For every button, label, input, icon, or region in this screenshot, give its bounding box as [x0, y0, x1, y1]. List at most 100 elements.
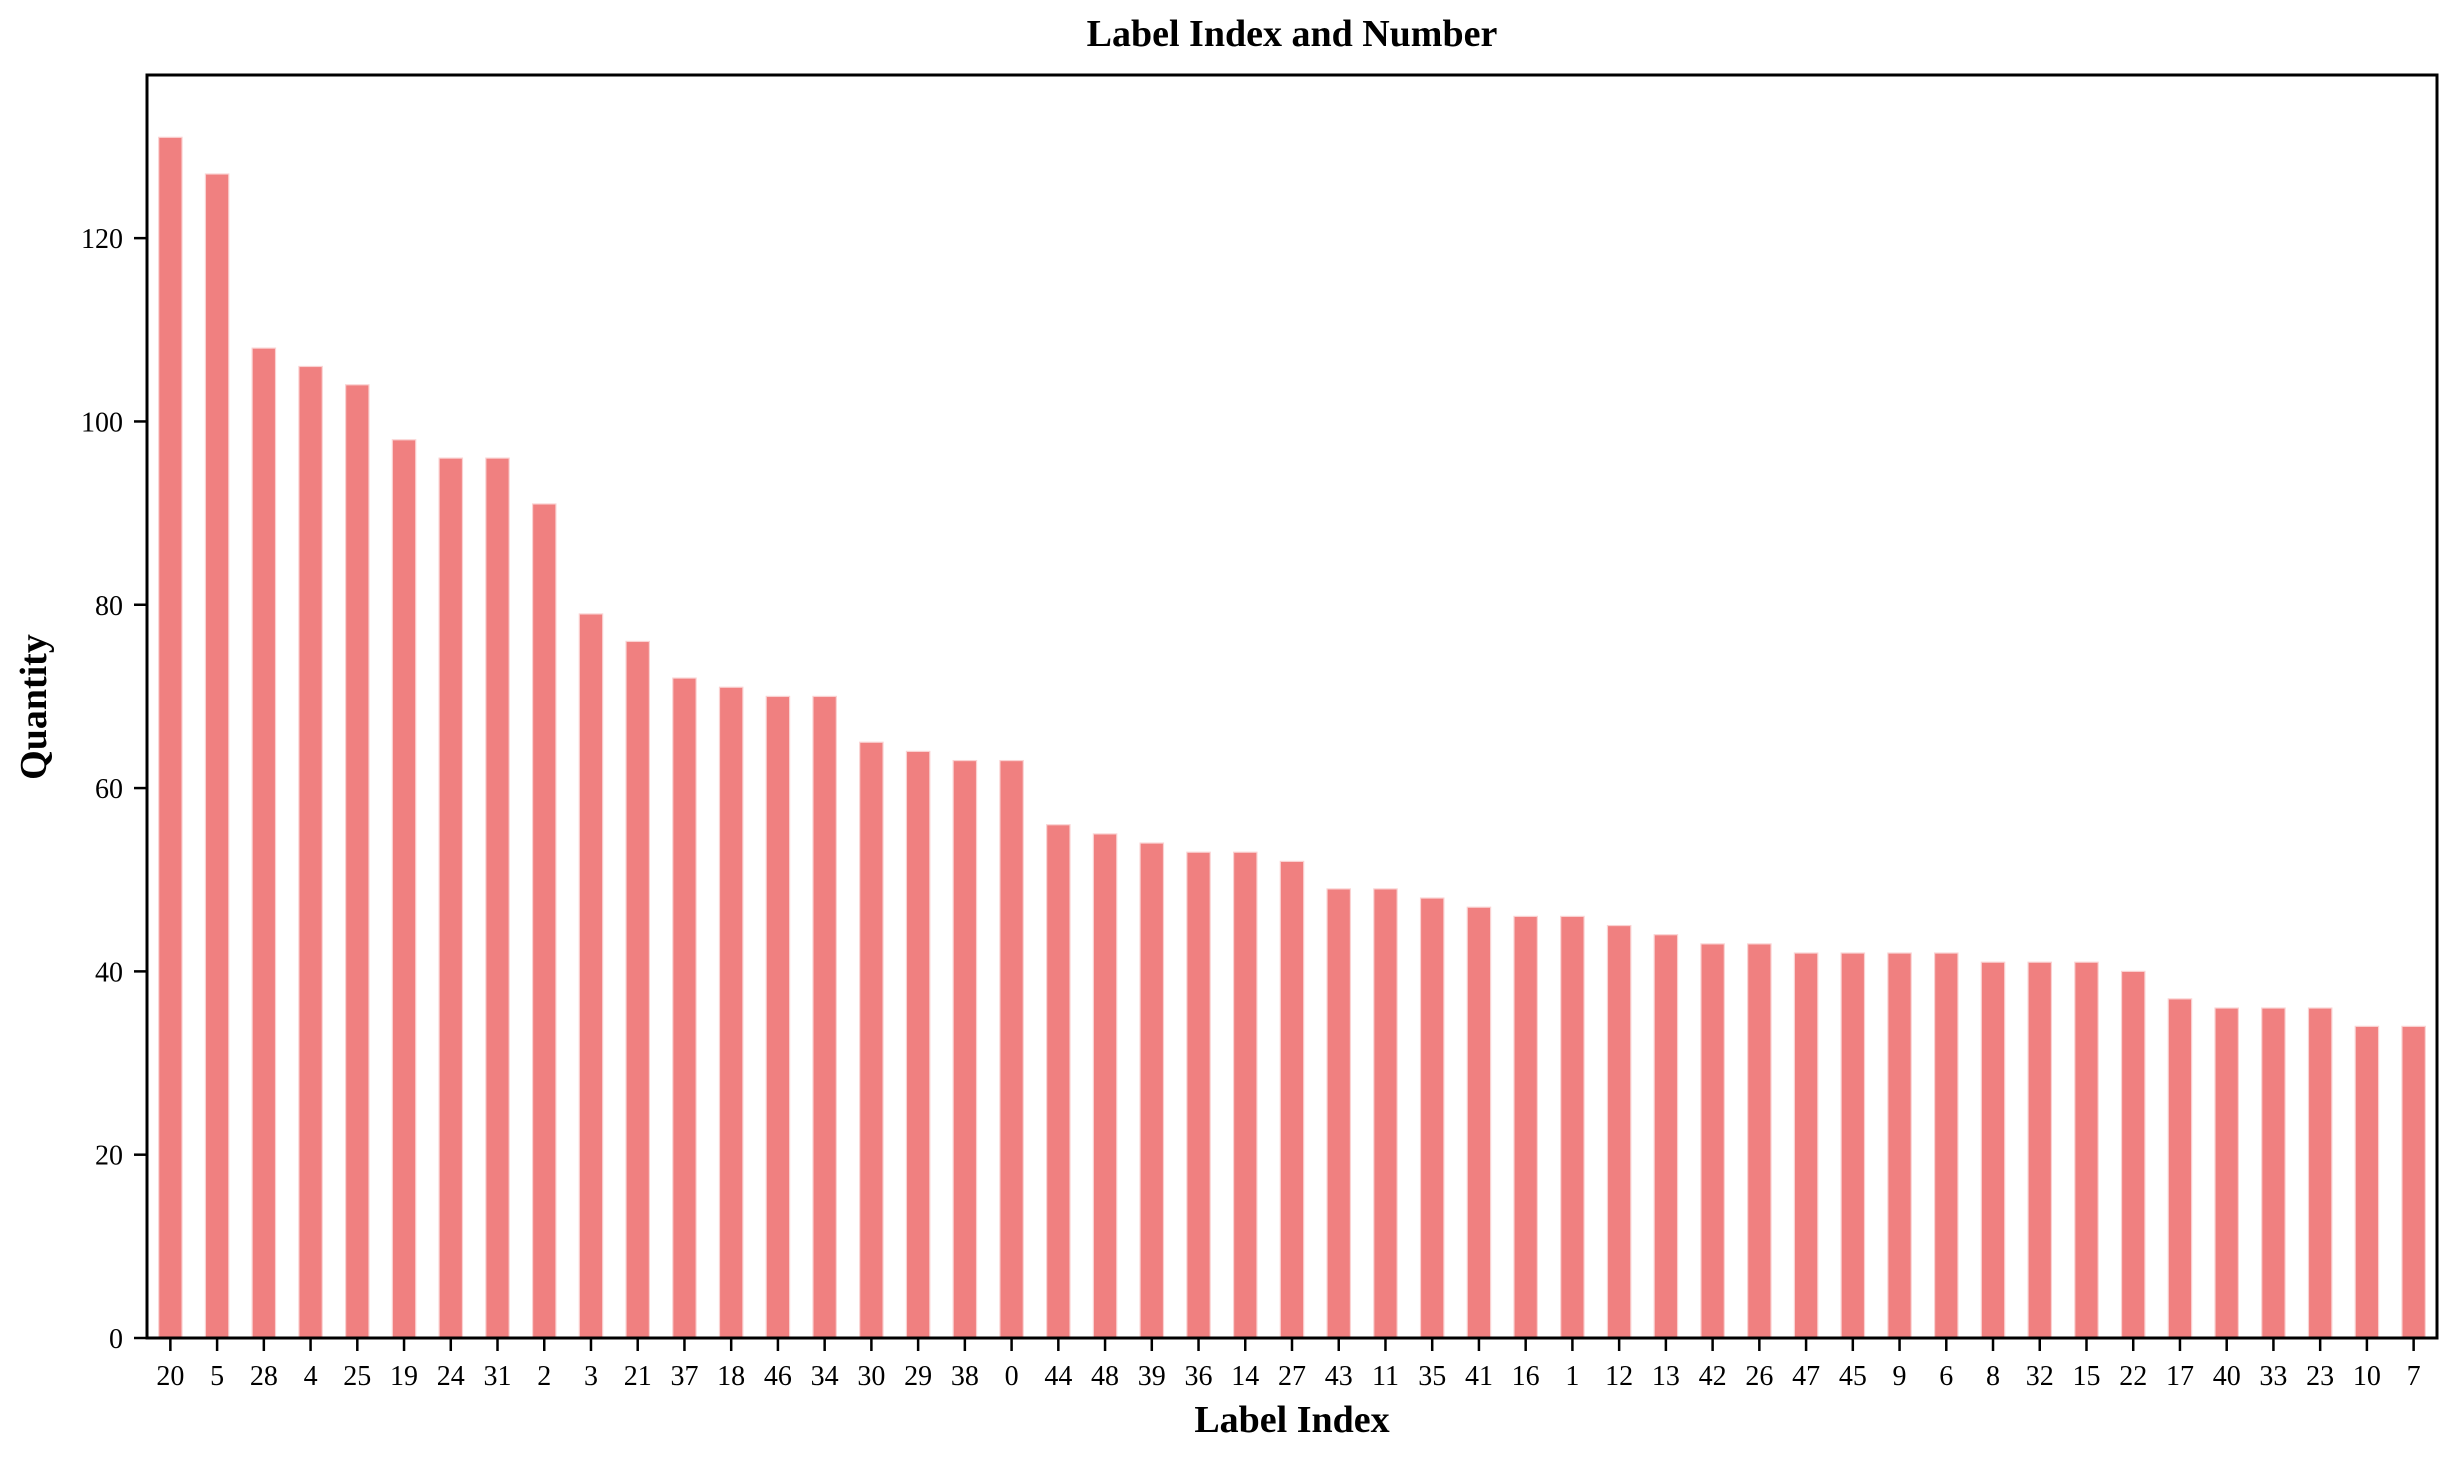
bar: [531, 503, 557, 1339]
x-tick-label: 9: [1893, 1361, 1907, 1392]
x-tick-label: 39: [1138, 1361, 1166, 1392]
bar: [1606, 924, 1632, 1339]
bar: [1513, 915, 1538, 1339]
bar: [1747, 943, 1772, 1339]
x-tick-label: 28: [250, 1361, 278, 1392]
bar: [391, 439, 417, 1339]
x-tick-label: 48: [1091, 1361, 1119, 1392]
x-tick-label: 11: [1372, 1361, 1399, 1392]
bar: [2120, 970, 2146, 1339]
x-tick-label: 41: [1465, 1361, 1493, 1392]
x-tick-label: 0: [1005, 1361, 1019, 1392]
y-tick-label: 40: [95, 957, 123, 988]
bar: [1279, 860, 1305, 1339]
bar: [625, 640, 650, 1339]
bar: [1466, 906, 1492, 1339]
x-tick-label: 27: [1278, 1361, 1306, 1392]
x-tick-label: 42: [1699, 1361, 1727, 1392]
x-tick-label: 37: [670, 1361, 698, 1392]
x-tick-label: 31: [484, 1361, 512, 1392]
x-tick-label: 23: [2306, 1361, 2334, 1392]
y-tick-label: 0: [109, 1324, 123, 1355]
bar: [905, 750, 931, 1339]
x-tick-label: 44: [1044, 1361, 1072, 1392]
x-tick-label: 47: [1792, 1361, 1820, 1392]
x-tick-label: 12: [1605, 1361, 1633, 1392]
bar: [999, 759, 1024, 1339]
x-tick-label: 15: [2072, 1361, 2100, 1392]
bar: [298, 365, 323, 1339]
x-axis-label: Label Index: [1194, 1399, 1390, 1441]
bar: [158, 136, 183, 1339]
x-tick-label: 25: [343, 1361, 371, 1392]
y-tick-label: 80: [95, 591, 123, 622]
x-tick-label: 20: [156, 1361, 184, 1392]
x-tick-label: 26: [1745, 1361, 1773, 1392]
x-tick-label: 5: [210, 1361, 224, 1392]
y-tick-label: 120: [81, 224, 123, 255]
x-tick-label: 33: [2259, 1361, 2287, 1392]
x-tick-label: 1: [1565, 1361, 1579, 1392]
bar: [1653, 934, 1679, 1339]
bar: [1700, 943, 1725, 1339]
x-tick-label: 32: [2026, 1361, 2054, 1392]
bar: [718, 686, 744, 1339]
x-tick-label: 10: [2353, 1361, 2381, 1392]
x-tick-label: 16: [1512, 1361, 1540, 1392]
bar: [2027, 961, 2053, 1339]
y-tick-label: 100: [81, 407, 123, 438]
bar: [345, 384, 370, 1339]
x-tick-label: 46: [764, 1361, 792, 1392]
bar: [2401, 1025, 2426, 1339]
x-tick-label: 3: [584, 1361, 598, 1392]
bar: [204, 173, 230, 1339]
x-tick-label: 6: [1939, 1361, 1953, 1392]
x-tick-label: 22: [2119, 1361, 2147, 1392]
x-tick-label: 7: [2407, 1361, 2421, 1392]
y-tick-label: 60: [95, 774, 123, 805]
bar: [2074, 961, 2099, 1339]
x-tick-label: 34: [811, 1361, 839, 1392]
bar: [251, 347, 277, 1339]
x-tick-label: 40: [2213, 1361, 2241, 1392]
x-tick-label: 24: [437, 1361, 465, 1392]
bar: [1373, 888, 1398, 1339]
bar: [812, 695, 837, 1339]
bar: [1560, 915, 1585, 1339]
bar: [1326, 888, 1352, 1339]
bar: [438, 457, 464, 1339]
chart-title: Label Index and Number: [1086, 13, 1498, 55]
x-tick-label: 21: [624, 1361, 652, 1392]
bar: [672, 677, 697, 1339]
bar: [1793, 952, 1819, 1339]
bar: [1232, 851, 1258, 1339]
y-tick-label: 20: [95, 1141, 123, 1172]
bar: [2354, 1025, 2380, 1339]
plot-border: [145, 73, 2439, 1340]
bar: [2214, 1007, 2239, 1339]
x-tick-label: 38: [951, 1361, 979, 1392]
bar: [1046, 824, 1071, 1339]
bar: [1186, 851, 1211, 1339]
x-tick-label: 13: [1652, 1361, 1680, 1392]
bar: [2261, 1007, 2286, 1339]
x-tick-label: 35: [1418, 1361, 1446, 1392]
bar: [1419, 897, 1445, 1339]
bar: [1092, 833, 1118, 1339]
bar: [1139, 842, 1165, 1339]
bar: [1887, 952, 1912, 1339]
bar: [485, 457, 510, 1339]
x-tick-label: 29: [904, 1361, 932, 1392]
bar: [578, 613, 604, 1339]
x-tick-label: 30: [857, 1361, 885, 1392]
x-tick-label: 18: [717, 1361, 745, 1392]
x-tick-label: 17: [2166, 1361, 2194, 1392]
bar: [952, 759, 978, 1339]
x-tick-label: 36: [1185, 1361, 1213, 1392]
x-tick-label: 4: [304, 1361, 318, 1392]
bar: [2307, 1007, 2333, 1339]
bar: [859, 741, 884, 1339]
x-tick-label: 43: [1325, 1361, 1353, 1392]
